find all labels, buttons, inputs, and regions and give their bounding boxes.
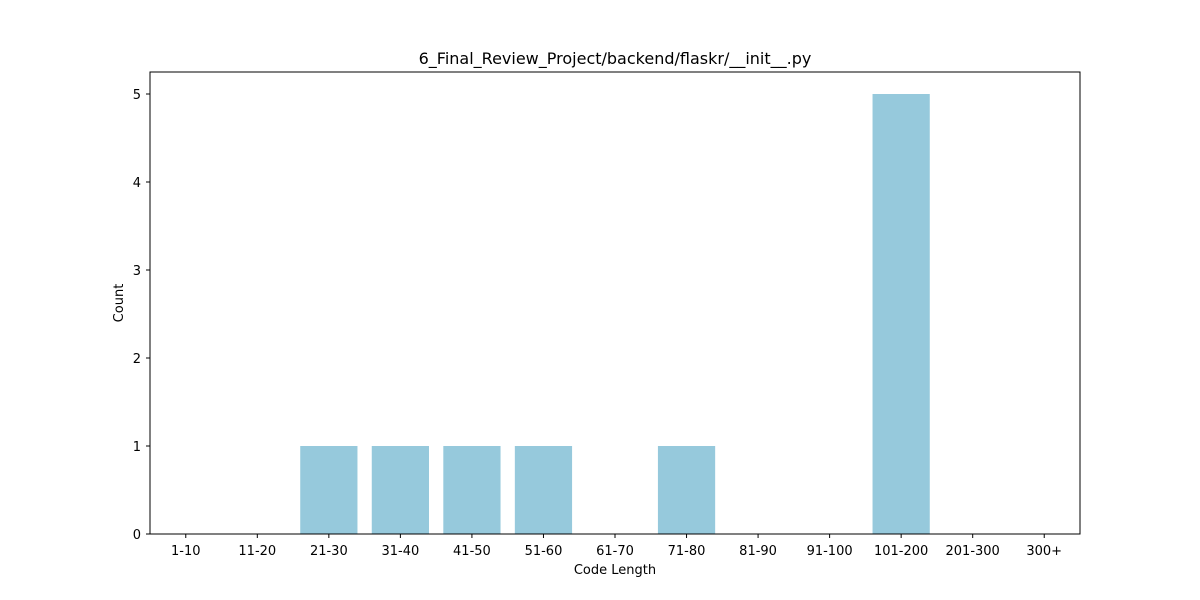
x-tick-label: 91-100 bbox=[807, 544, 853, 559]
bar-101-200 bbox=[872, 94, 930, 534]
plot-frame bbox=[149, 71, 1081, 535]
y-tick-label: 1 bbox=[133, 440, 141, 455]
x-axis-label: Code Length bbox=[574, 563, 656, 578]
x-tick-label: 1-10 bbox=[171, 544, 201, 559]
x-tick-label: 51-60 bbox=[525, 544, 563, 559]
bar-41-50 bbox=[443, 446, 501, 534]
x-tick-label: 41-50 bbox=[453, 544, 491, 559]
bar-71-80 bbox=[657, 446, 716, 534]
chart-title: 6_Final_Review_Project/backend/flaskr/__… bbox=[419, 49, 812, 69]
x-tick-label: 81-90 bbox=[739, 544, 777, 559]
x-tick-label: 11-20 bbox=[238, 544, 276, 559]
x-tick-label: 201-300 bbox=[946, 544, 1000, 559]
bars-layer bbox=[300, 94, 930, 534]
y-tick-label: 2 bbox=[133, 352, 141, 367]
bar-31-40 bbox=[371, 446, 429, 534]
x-tick-label: 31-40 bbox=[381, 544, 419, 559]
x-tick-label: 101-200 bbox=[874, 544, 928, 559]
y-tick-label: 3 bbox=[133, 264, 141, 279]
x-tick-label: 300+ bbox=[1026, 544, 1062, 559]
x-axis: 1-10 11-20 21-30 31-40 41-50 51-60 61-70 71-80 8… bbox=[171, 534, 1062, 559]
y-tick-label: 0 bbox=[133, 528, 141, 543]
bar-51-60 bbox=[514, 446, 573, 534]
y-axis: 0 1 2 3 4 5 bbox=[133, 88, 150, 543]
x-tick-label: 21-30 bbox=[310, 544, 348, 559]
x-tick-label: 71-80 bbox=[668, 544, 706, 559]
y-tick-label: 4 bbox=[133, 176, 141, 191]
y-axis-label: Count bbox=[112, 284, 127, 323]
x-tick-label: 61-70 bbox=[596, 544, 634, 559]
bar-21-30 bbox=[300, 446, 358, 534]
y-tick-label: 5 bbox=[133, 88, 141, 103]
